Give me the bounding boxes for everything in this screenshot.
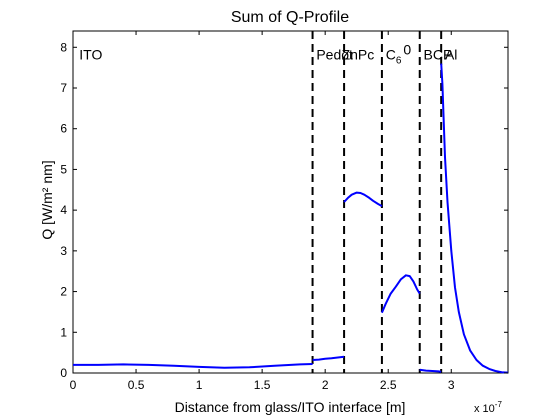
x-exponent-power: -7 — [495, 400, 503, 409]
plot-area — [72, 30, 509, 374]
chart-title: Sum of Q-Profile — [231, 9, 349, 26]
y-tick-label: 6 — [60, 122, 67, 136]
series-segment-ito — [73, 363, 313, 369]
layer-label: ZnPc — [342, 47, 375, 63]
x-axis-label: Distance from glass/ITO interface [m] — [175, 399, 406, 415]
x-tick-label: 1.5 — [254, 378, 271, 392]
y-tick-label: 8 — [60, 40, 67, 54]
y-axis-label: Q [W/m² nm] — [39, 160, 55, 239]
x-tick-label: 0 — [70, 378, 77, 392]
series-segment-c60 — [380, 274, 421, 314]
x-axis-exponent: x 10-7 — [474, 400, 502, 415]
x-tick-label: 3 — [448, 378, 455, 392]
y-axis-ticks: 0 1 2 3 4 5 6 7 8 — [60, 40, 508, 380]
x-tick-label: 2.5 — [380, 378, 397, 392]
x-tick-label: 0.5 — [128, 378, 145, 392]
y-tick-label: 7 — [60, 81, 67, 95]
x-tick-label: 2 — [322, 378, 329, 392]
series-segment-bcp — [419, 368, 442, 373]
q-profile-series — [73, 63, 509, 374]
layer-boundaries — [311, 31, 443, 373]
layer-label: BCP — [424, 47, 453, 63]
layer-label: Al — [445, 47, 457, 63]
series-segment-znpc — [343, 191, 383, 207]
layer-label: Pedot — [316, 47, 353, 63]
layer-label: ITO — [79, 47, 102, 63]
y-tick-label: 1 — [60, 325, 67, 339]
y-tick-label: 3 — [60, 244, 67, 258]
x-exponent-base: x 10 — [474, 403, 495, 415]
series-segment-al — [440, 63, 509, 374]
x-axis-ticks: 0 0.5 1 1.5 2 2.5 3 — [70, 31, 455, 392]
y-tick-label: 5 — [60, 162, 67, 176]
y-tick-label: 0 — [60, 366, 67, 380]
x-tick-label: 1 — [196, 378, 203, 392]
y-tick-label: 4 — [60, 203, 67, 217]
series-segment-pedot — [312, 355, 345, 361]
y-tick-label: 2 — [60, 285, 67, 299]
